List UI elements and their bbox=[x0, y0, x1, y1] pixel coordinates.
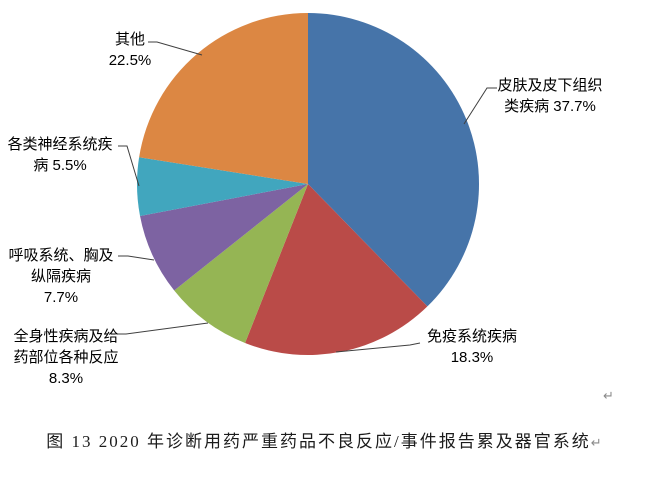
pie-label-neuro: 各类神经系统疾 病 5.5% bbox=[0, 134, 120, 176]
pie-slice-skin bbox=[308, 13, 480, 307]
leader-line-other bbox=[148, 41, 203, 56]
pie-label-skin: 皮肤及皮下组织 类疾病 37.7% bbox=[488, 75, 612, 117]
leader-line-immune bbox=[335, 342, 421, 353]
pie-label-neuro-line2: 病 5.5% bbox=[33, 157, 87, 174]
pie-label-immune-line2: 18.3% bbox=[450, 349, 494, 366]
pie-label-other: 其他 22.5% bbox=[95, 29, 165, 71]
pie-label-respiratory: 呼吸系统、胸及 纵隔疾病 7.7% bbox=[4, 245, 118, 308]
leader-lines bbox=[117, 41, 497, 353]
pie-label-other-line2: 22.5% bbox=[108, 52, 152, 69]
figure-caption: 图 13 2020 年诊断用药严重药品不良反应/事件报告累及器官系统↵ bbox=[0, 427, 648, 452]
leader-line-neuro bbox=[118, 145, 140, 187]
pie-label-respiratory-line3: 7.7% bbox=[43, 289, 79, 306]
pie-label-systemic: 全身性疾病及给 药部位各种反应 8.3% bbox=[10, 326, 122, 389]
pie-slice-systemic bbox=[174, 184, 308, 343]
pie-label-systemic-line2: 药部位各种反应 bbox=[13, 349, 119, 366]
pie-label-skin-line1: 皮肤及皮下组织 bbox=[497, 77, 603, 94]
paragraph-return-mark: ↵ bbox=[603, 388, 614, 403]
pie-slice-neuro bbox=[137, 157, 308, 217]
leader-line-respiratory bbox=[118, 255, 155, 261]
pie-label-systemic-line1: 全身性疾病及给 bbox=[13, 328, 119, 345]
pie-label-immune: 免疫系统疾病 18.3% bbox=[412, 326, 532, 368]
pie-slice-other bbox=[139, 13, 308, 184]
pie-label-systemic-line3: 8.3% bbox=[48, 370, 84, 387]
leader-line-skin bbox=[463, 87, 497, 125]
pie-slice-respiratory bbox=[140, 184, 308, 291]
pie-label-other-line1: 其他 bbox=[114, 31, 145, 48]
pie-label-skin-line2: 类疾病 37.7% bbox=[504, 98, 596, 115]
pie bbox=[137, 13, 480, 356]
pie-label-immune-line1: 免疫系统疾病 bbox=[426, 328, 517, 345]
leader-line-systemic bbox=[117, 322, 209, 335]
pie-label-neuro-line1: 各类神经系统疾 bbox=[7, 136, 113, 153]
pie-label-respiratory-line1: 呼吸系统、胸及 bbox=[8, 247, 114, 264]
caption-return-mark: ↵ bbox=[590, 435, 602, 450]
pie-label-respiratory-line2: 纵隔疾病 bbox=[30, 268, 91, 285]
figure-caption-text: 图 13 2020 年诊断用药严重药品不良反应/事件报告累及器官系统 bbox=[46, 432, 591, 451]
pie-slice-immune bbox=[245, 184, 428, 356]
